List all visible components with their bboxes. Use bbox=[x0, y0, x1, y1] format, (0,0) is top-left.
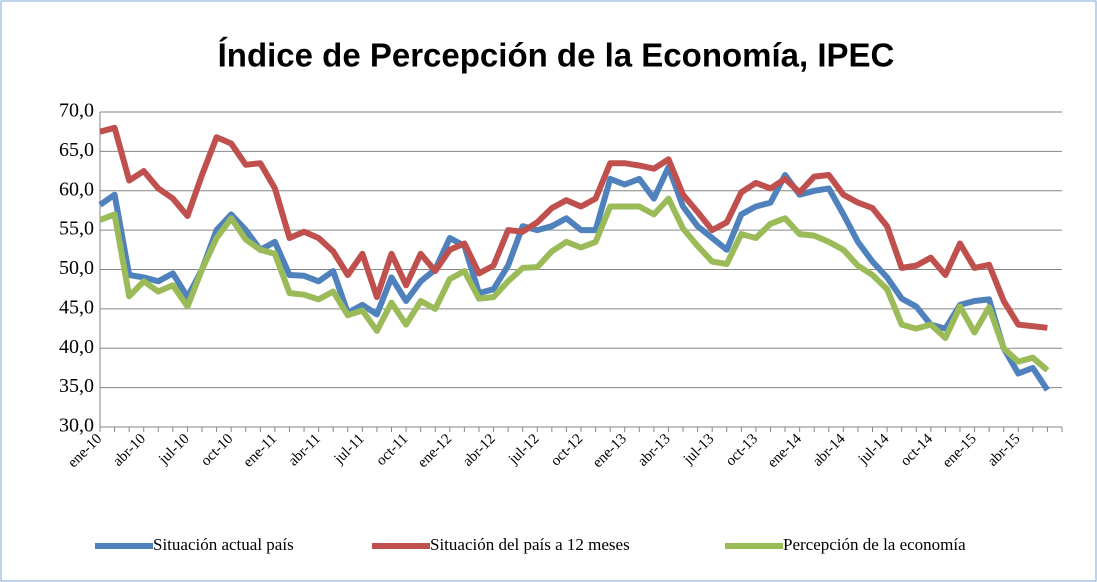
y-tick-label: 55,0 bbox=[59, 218, 94, 240]
chart-title: Índice de Percepción de la Economía, IPE… bbox=[218, 37, 895, 74]
y-tick-label: 45,0 bbox=[59, 296, 94, 318]
y-tick-label: 60,0 bbox=[59, 178, 94, 200]
legend-label: Percepción de la economía bbox=[783, 535, 966, 554]
legend-label: Situación del país a 12 meses bbox=[430, 535, 630, 554]
y-tick-label: 35,0 bbox=[59, 375, 94, 397]
y-tick-label: 50,0 bbox=[59, 257, 94, 279]
legend-label: Situación actual país bbox=[153, 535, 294, 554]
y-tick-label: 70,0 bbox=[59, 100, 94, 122]
y-tick-label: 30,0 bbox=[59, 415, 94, 437]
series-line bbox=[98, 195, 1050, 373]
y-tick-label: 65,0 bbox=[59, 139, 94, 161]
y-tick-label: 40,0 bbox=[59, 336, 94, 358]
series-line bbox=[99, 124, 1048, 331]
